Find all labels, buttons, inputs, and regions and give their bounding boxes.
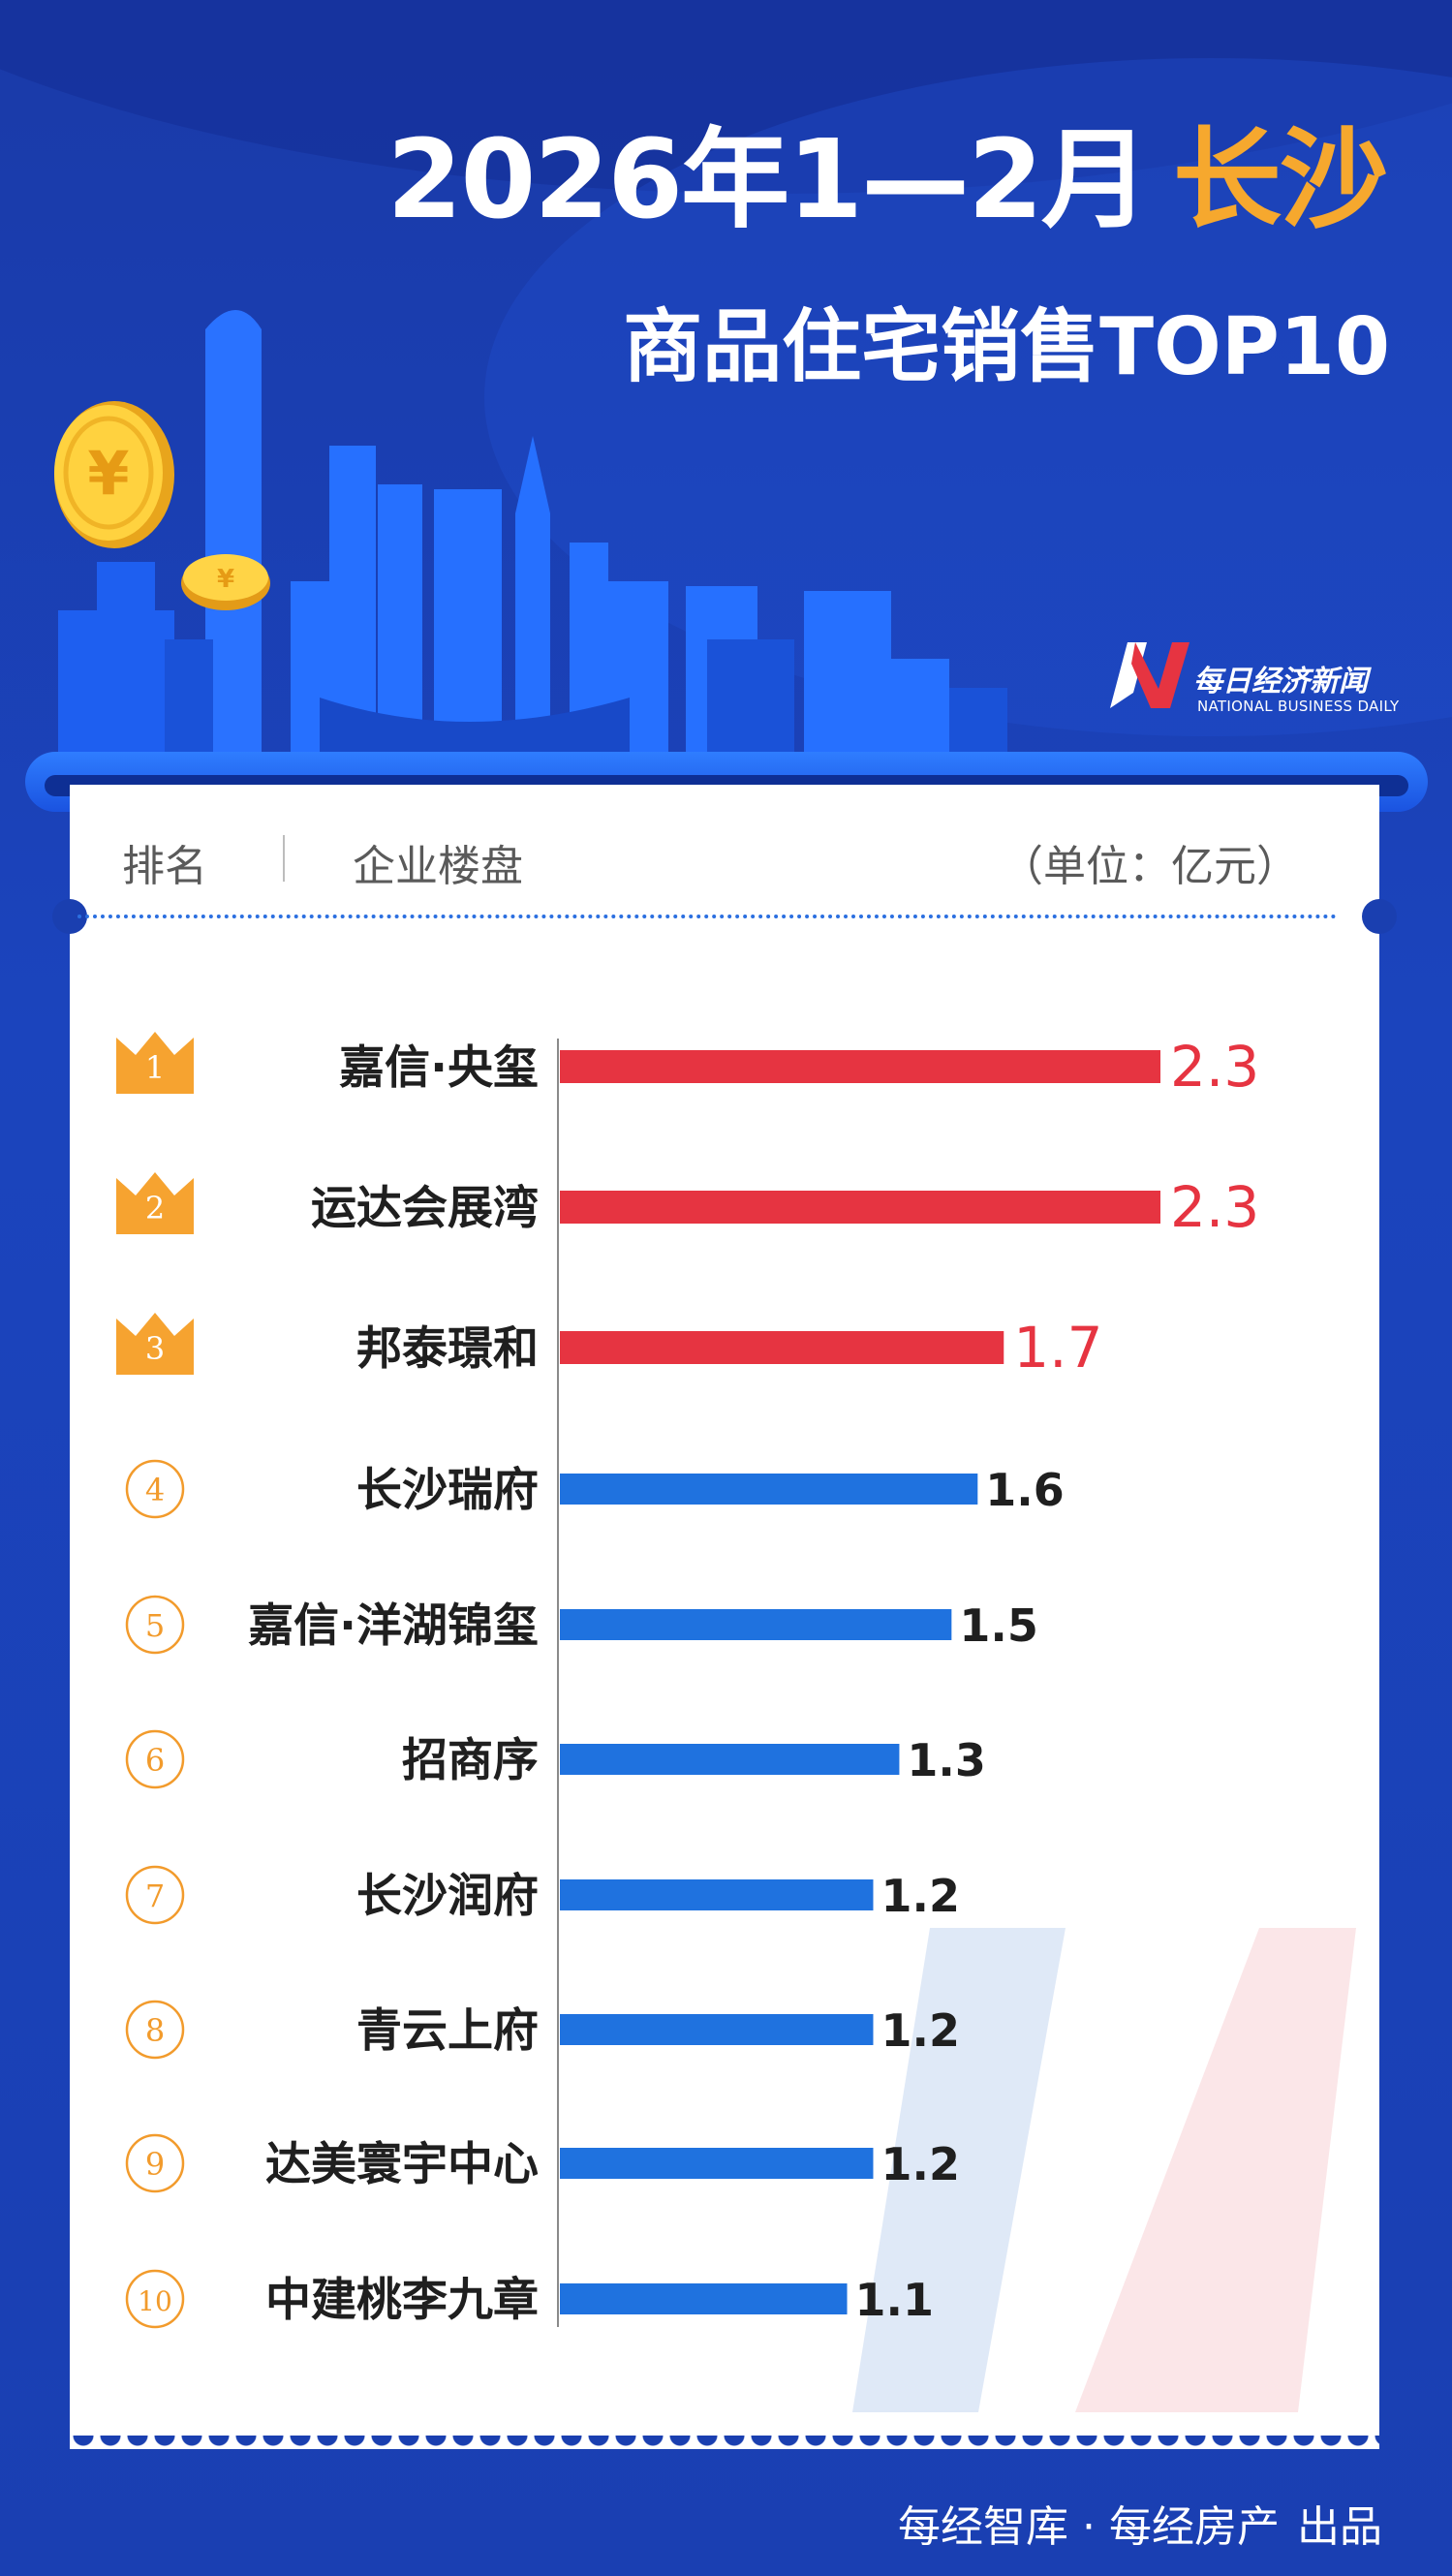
rank-circle	[125, 1459, 185, 1519]
bar-label: 青云上府	[356, 2004, 539, 2058]
bar-label: 运达会展湾	[311, 1182, 539, 1235]
rank-number: 4	[145, 1472, 165, 1508]
value-label: 1.6	[985, 1464, 1065, 1516]
page-subtitle: 商品住宅销售TOP10	[623, 301, 1390, 393]
card-notch	[1362, 899, 1397, 934]
rank-number: 7	[145, 1878, 165, 1914]
rank-circle	[125, 2133, 185, 2193]
bar-label: 招商序	[402, 1734, 539, 1787]
bar-label: 嘉信·洋湖锦玺	[248, 1599, 539, 1653]
bar	[560, 1474, 978, 1505]
value-label: 2.3	[1170, 1034, 1259, 1100]
dotted-divider	[77, 915, 1337, 918]
rank-column-header: 排名	[122, 842, 207, 891]
bar-label: 中建桃李九章	[265, 2274, 539, 2327]
bar	[560, 1191, 1160, 1224]
value-label: 1.2	[880, 2004, 960, 2057]
rank-circle	[125, 1865, 185, 1925]
header-divider	[283, 835, 285, 882]
page-title: 2026年1—2月 长沙	[386, 126, 1388, 234]
crown-icon	[116, 1032, 194, 1094]
rank-number: 5	[145, 1607, 165, 1644]
rank-circle	[125, 1595, 185, 1655]
rank-number: 1	[145, 1049, 165, 1086]
rank-number: 6	[145, 1742, 165, 1779]
svg-text:¥: ¥	[217, 565, 234, 594]
rank-number: 3	[145, 1330, 165, 1367]
city-skyline-illustration: ¥ ¥	[54, 310, 1007, 756]
bar	[560, 1609, 952, 1640]
bar	[560, 2283, 848, 2314]
bar	[560, 2148, 874, 2179]
rank-circle	[125, 2000, 185, 2060]
rank-number: 9	[145, 2146, 165, 2183]
bar-label: 达美寰宇中心	[265, 2138, 539, 2191]
footer-produced: 出品	[1297, 2502, 1382, 2552]
coin-icon: ¥	[181, 554, 270, 610]
bar-label: 嘉信·央玺	[339, 1041, 539, 1095]
bar	[560, 1879, 874, 1910]
coin-icon: ¥	[54, 401, 174, 548]
footer-source-b: 每经房产	[1109, 2502, 1280, 2552]
brand-english: NATIONAL BUSINESS DAILY	[1197, 698, 1400, 715]
value-label: 1.1	[855, 2274, 935, 2326]
rank-number: 10	[138, 2285, 172, 2317]
bar	[560, 1744, 900, 1775]
footer-credit: 每经智库 · 每经房产 出品	[898, 2492, 1382, 2554]
value-label: 2.3	[1170, 1174, 1259, 1240]
rank-circle	[125, 2269, 185, 2329]
card-scalloped-edge	[70, 2436, 1379, 2463]
crown-icon	[116, 1313, 194, 1375]
project-column-header: 企业楼盘	[353, 842, 523, 891]
title-city: 长沙	[1173, 117, 1388, 243]
rank-number: 2	[145, 1190, 165, 1226]
title-period: 2026年1—2月	[386, 117, 1150, 243]
rank-number: 8	[145, 2012, 165, 2049]
value-label: 1.5	[959, 1599, 1038, 1652]
bar	[560, 1050, 1160, 1083]
bar	[560, 2014, 874, 2045]
brand-name: 每日经济新闻	[1193, 665, 1368, 698]
value-label: 1.2	[880, 2138, 960, 2190]
value-label: 1.2	[880, 1870, 960, 1922]
bar-label: 邦泰璟和	[356, 1322, 539, 1376]
bar-label: 长沙润府	[356, 1870, 539, 1923]
value-label: 1.7	[1013, 1315, 1102, 1381]
footer-separator: ·	[1082, 2502, 1096, 2552]
bar-label: 长沙瑞府	[356, 1464, 539, 1517]
watermark-logo	[852, 1928, 1356, 2412]
footer-source-a: 每经智库	[898, 2502, 1068, 2552]
value-label: 1.3	[907, 1734, 986, 1786]
crown-icon	[116, 1172, 194, 1234]
unit-label: （单位：亿元）	[1001, 842, 1299, 891]
svg-text:¥: ¥	[87, 438, 129, 509]
rank-circle	[125, 1729, 185, 1789]
bar	[560, 1331, 1004, 1364]
nbd-logo-icon	[1110, 642, 1189, 708]
